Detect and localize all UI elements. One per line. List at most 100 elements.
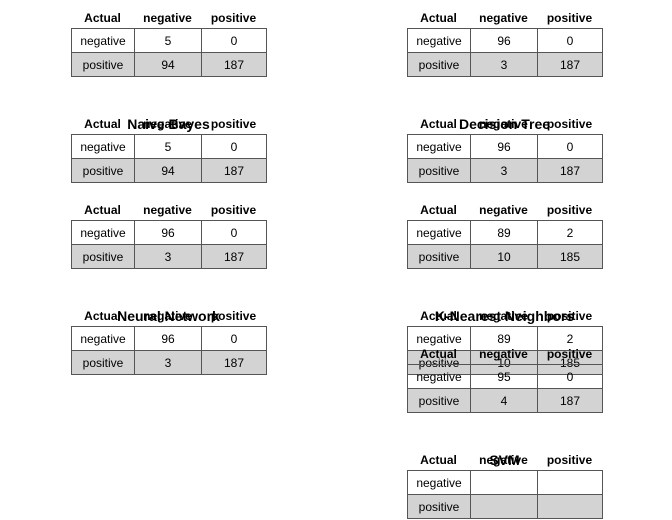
count-cell: 4 xyxy=(470,388,538,413)
column-header: positive xyxy=(546,309,593,323)
row-label: negative xyxy=(407,326,471,351)
count-cell: 94 xyxy=(134,52,202,77)
column-header: negative xyxy=(479,453,528,467)
table-row: positive 94 187 xyxy=(71,52,267,77)
count-cell xyxy=(470,470,538,495)
row-label: positive xyxy=(407,388,471,413)
column-header: positive xyxy=(546,347,593,361)
column-header: negative xyxy=(479,309,528,323)
column-header: Actual xyxy=(84,203,121,217)
count-cell: 96 xyxy=(134,220,202,245)
count-cell: 3 xyxy=(134,350,202,375)
matrix-table: negative 96 0 positive 3 187 xyxy=(407,134,603,183)
column-header: Actual xyxy=(420,453,457,467)
matrix-table: negative 96 0 positive 3 187 xyxy=(71,220,267,269)
column-header: negative xyxy=(143,203,192,217)
table-row: positive 3 187 xyxy=(407,52,603,77)
matrix-title: K-Nearest Neighbors xyxy=(434,308,575,324)
count-cell: 187 xyxy=(537,52,603,77)
matrix-table: negative 96 0 positive 3 187 xyxy=(71,326,267,375)
row-label: positive xyxy=(407,494,471,519)
count-cell: 5 xyxy=(134,134,202,159)
count-cell: 187 xyxy=(537,388,603,413)
column-header: Actual xyxy=(420,309,457,323)
column-header: positive xyxy=(210,309,257,323)
confusion-matrix: Actual negative positive Naive Bayes negativ… xyxy=(71,114,267,184)
matrix-table: negative positive xyxy=(407,470,603,519)
confusion-matrix: Actual negative positive negative 96 0 positiv… xyxy=(71,200,267,270)
row-label: positive xyxy=(407,244,471,269)
column-header: Actual xyxy=(84,117,121,131)
matrix-title: Neural Network xyxy=(117,308,220,324)
matrix-table: negative 5 0 positive 94 187 xyxy=(71,28,267,77)
count-cell: 96 xyxy=(134,326,202,351)
table-row: positive xyxy=(407,494,603,519)
count-cell: 0 xyxy=(201,326,267,351)
column-header: positive xyxy=(210,203,257,217)
table-row: negative 96 0 xyxy=(71,326,267,351)
table-row: negative xyxy=(407,470,603,495)
count-cell: 0 xyxy=(537,364,603,389)
column-header: positive xyxy=(546,11,593,25)
row-label: negative xyxy=(71,220,135,245)
table-row: positive 3 187 xyxy=(71,244,267,269)
count-cell: 0 xyxy=(201,220,267,245)
row-label: negative xyxy=(71,134,135,159)
count-cell: 5 xyxy=(134,28,202,53)
count-cell: 95 xyxy=(470,364,538,389)
row-label: positive xyxy=(407,158,471,183)
table-row: positive 3 187 xyxy=(71,350,267,375)
row-label: negative xyxy=(407,28,471,53)
matrix-table: negative 5 0 positive 94 187 xyxy=(71,134,267,183)
column-header: negative xyxy=(143,11,192,25)
row-label: positive xyxy=(407,52,471,77)
confusion-matrix: Actual negative positive negative 95 0 positiv… xyxy=(407,344,603,414)
column-header: negative xyxy=(143,117,192,131)
column-header: Actual xyxy=(420,11,457,25)
confusion-matrix: Actual negative positive Decision Tree negat… xyxy=(407,114,603,184)
table-row: negative 96 0 xyxy=(407,134,603,159)
column-header: positive xyxy=(210,117,257,131)
column-header: negative xyxy=(479,11,528,25)
count-cell: 96 xyxy=(470,28,538,53)
row-label: positive xyxy=(71,52,135,77)
matrix-title: SVM xyxy=(489,452,520,468)
count-cell: 89 xyxy=(470,220,538,245)
table-row: positive 4 187 xyxy=(407,388,603,413)
confusion-matrix: Actual negative positive SVM negative positiv… xyxy=(407,450,603,520)
count-cell xyxy=(470,494,538,519)
column-header: Actual xyxy=(84,309,121,323)
table-row: negative 5 0 xyxy=(71,28,267,53)
count-cell: 187 xyxy=(537,158,603,183)
column-header: negative xyxy=(479,117,528,131)
count-cell: 96 xyxy=(470,134,538,159)
row-label: negative xyxy=(407,470,471,495)
table-row: negative 95 0 xyxy=(407,364,603,389)
column-header: positive xyxy=(210,11,257,25)
column-header: positive xyxy=(546,117,593,131)
matrix-table: negative 95 0 positive 4 187 xyxy=(407,364,603,413)
count-cell: 94 xyxy=(134,158,202,183)
column-header: negative xyxy=(479,203,528,217)
count-cell: 185 xyxy=(537,244,603,269)
column-header: negative xyxy=(479,347,528,361)
table-row: negative 89 2 xyxy=(407,220,603,245)
table-row: negative 89 2 xyxy=(407,326,603,351)
matrix-table: negative 96 0 positive 3 187 xyxy=(407,28,603,77)
row-label: negative xyxy=(407,134,471,159)
confusion-matrix: Actual negative positive negative 5 0 positive… xyxy=(71,8,267,78)
table-row: positive 3 187 xyxy=(407,158,603,183)
table-row: positive 10 185 xyxy=(407,244,603,269)
matrix-table: negative 89 2 positive 10 185 xyxy=(407,220,603,269)
count-cell: 0 xyxy=(537,134,603,159)
table-row: negative 5 0 xyxy=(71,134,267,159)
count-cell: 2 xyxy=(537,220,603,245)
confusion-matrix: Actual negative positive negative 89 2 positiv… xyxy=(407,200,603,270)
row-label: positive xyxy=(71,158,135,183)
count-cell: 187 xyxy=(201,350,267,375)
table-row: negative 96 0 xyxy=(407,28,603,53)
count-cell: 0 xyxy=(537,28,603,53)
column-header: Actual xyxy=(420,347,457,361)
count-cell: 187 xyxy=(201,52,267,77)
matrix-title: Decision Tree xyxy=(458,116,551,132)
